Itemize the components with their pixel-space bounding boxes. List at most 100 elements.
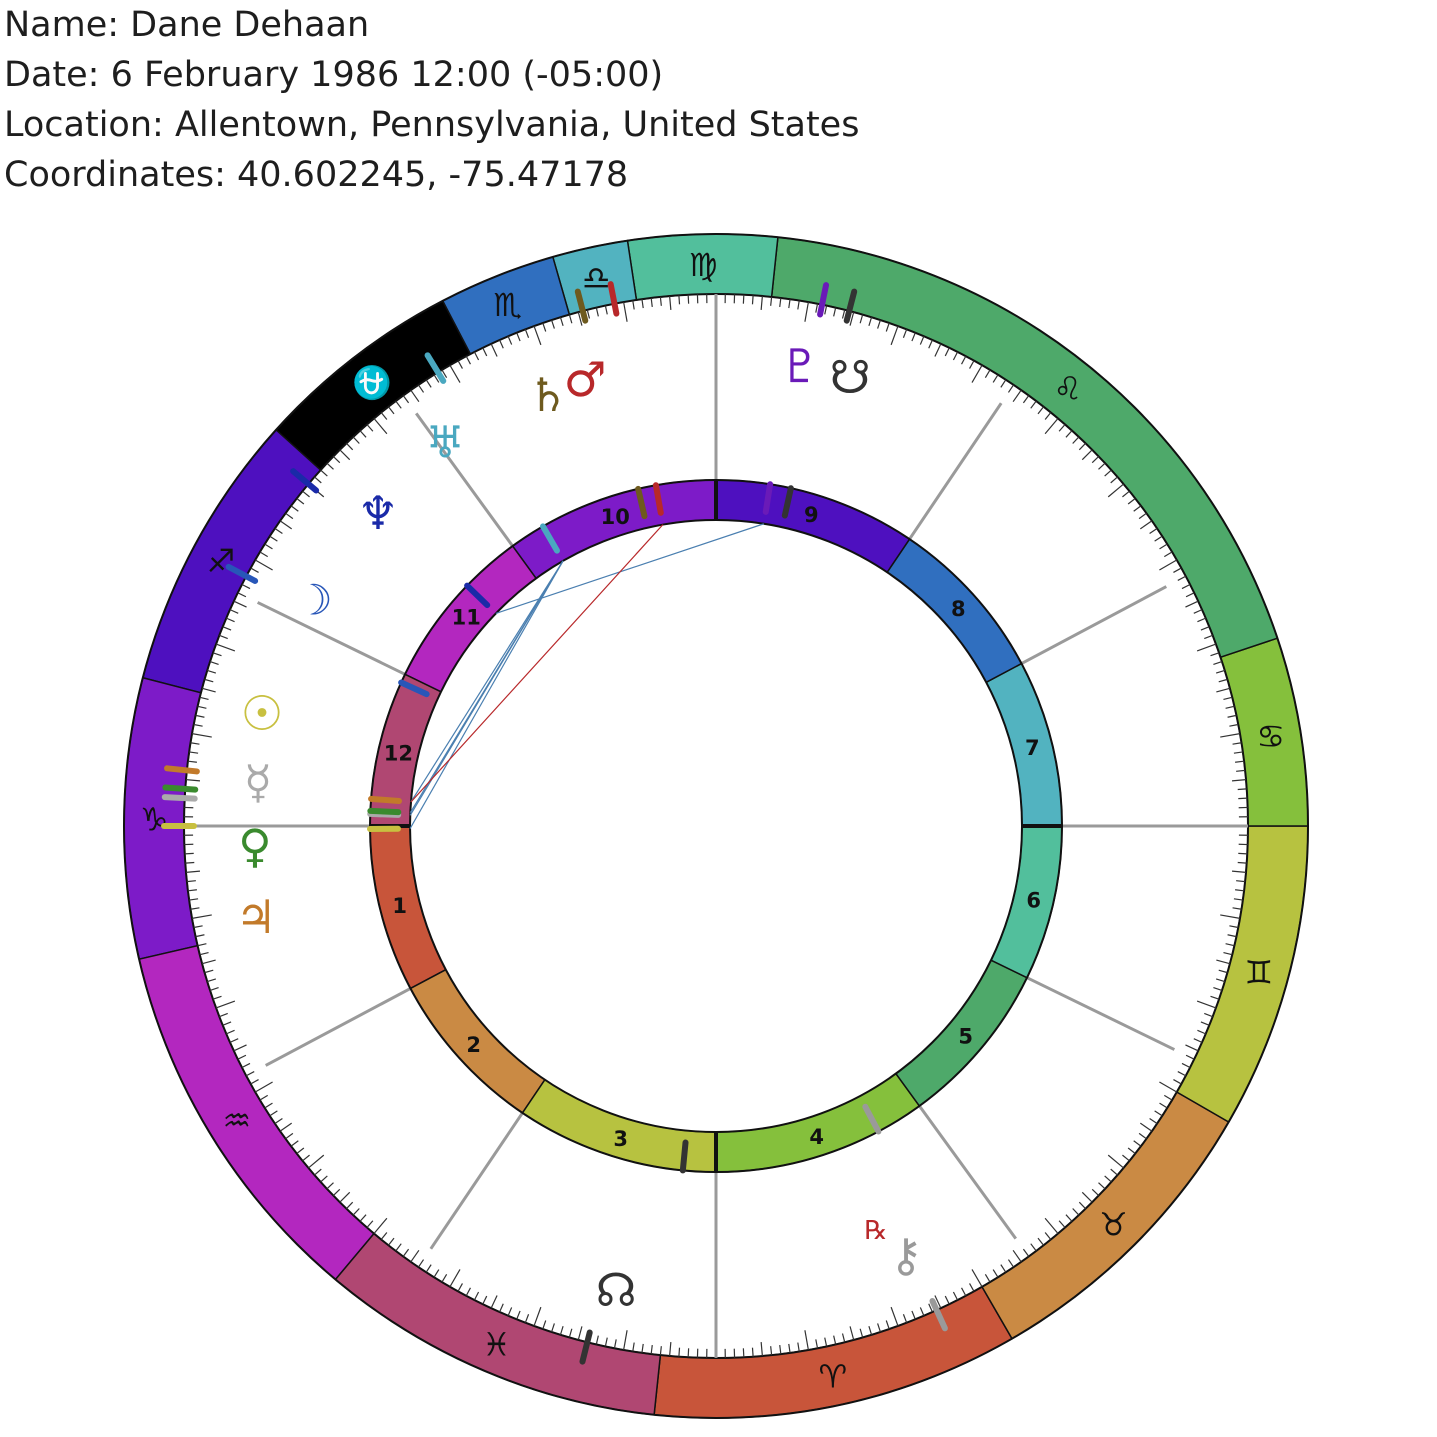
- degree-tick: [669, 1341, 672, 1357]
- degree-tick: [1000, 1264, 1007, 1273]
- house-cusp-line: [264, 987, 412, 1067]
- degree-tick: [212, 652, 222, 657]
- degree-tick: [911, 332, 916, 342]
- degree-tick: [191, 733, 212, 738]
- degree-tick: [577, 1326, 583, 1341]
- uranus-icon: ♅: [425, 417, 464, 468]
- degree-tick: [201, 687, 216, 693]
- degree-tick: [779, 297, 782, 307]
- degree-tick: [201, 959, 216, 965]
- degree-tick: [1159, 543, 1168, 550]
- degree-tick: [425, 379, 432, 388]
- degree-tick: [226, 617, 235, 623]
- degree-tick: [302, 490, 310, 498]
- degree-tick: [1154, 1110, 1163, 1117]
- degree-tick: [359, 430, 367, 438]
- degree-tick: [482, 1295, 488, 1305]
- degree-tick: [441, 1273, 448, 1283]
- degree-tick: [1197, 617, 1206, 623]
- degree-tick: [804, 301, 809, 322]
- degree-tick: [928, 1303, 933, 1313]
- degree-tick: [1227, 934, 1237, 938]
- degree-tick: [1138, 1132, 1147, 1140]
- degree-tick: [919, 336, 925, 345]
- degree-tick: [1163, 551, 1173, 558]
- degree-tick: [1200, 626, 1210, 631]
- neptune-icon: ♆: [357, 486, 398, 540]
- degree-tick: [1104, 1175, 1112, 1183]
- degree-tick: [650, 297, 653, 307]
- degree-tick: [373, 418, 388, 435]
- degree-tick: [604, 305, 608, 315]
- degree-tick: [207, 978, 217, 983]
- mercury-icon: ☿: [244, 755, 272, 809]
- degree-tick: [760, 1341, 763, 1357]
- degree-tick: [516, 332, 521, 342]
- degree-tick: [678, 1347, 681, 1357]
- degree-tick: [339, 1191, 351, 1203]
- degree-tick: [877, 319, 881, 329]
- degree-tick: [1218, 678, 1228, 683]
- degree-tick: [290, 505, 299, 512]
- degree-tick: [296, 497, 305, 505]
- venus-house-marker: [367, 807, 402, 816]
- degree-tick: [902, 1314, 908, 1323]
- degree-tick: [1139, 1122, 1153, 1132]
- house-number-9: 9: [804, 503, 819, 527]
- degree-tick: [524, 329, 530, 338]
- degree-tick: [387, 406, 395, 415]
- degree-tick: [1204, 634, 1213, 640]
- degree-tick: [804, 1330, 809, 1351]
- house-number-2: 2: [466, 1033, 481, 1057]
- degree-tick: [222, 1021, 232, 1026]
- degree-tick: [1127, 497, 1136, 505]
- degree-tick: [366, 1220, 374, 1228]
- degree-tick: [1220, 914, 1241, 919]
- degree-tick: [250, 1079, 259, 1085]
- degree-tick: [418, 1259, 425, 1268]
- degree-tick: [339, 449, 351, 461]
- coordinates-line: Coordinates: 40.602245, -75.47178: [4, 155, 629, 195]
- degree-tick: [387, 1237, 395, 1246]
- degree-tick: [659, 296, 662, 306]
- degree-tick: [641, 1343, 644, 1353]
- house-number-4: 4: [809, 1125, 824, 1149]
- degree-tick: [824, 305, 828, 315]
- north-node-icon: ☊: [596, 1263, 637, 1317]
- degree-tick: [380, 412, 388, 420]
- degree-tick: [890, 1306, 899, 1327]
- degree-tick: [1139, 520, 1153, 530]
- degree-tick: [623, 301, 628, 322]
- degree-tick: [285, 512, 294, 520]
- degree-tick: [1022, 395, 1030, 404]
- degree-tick: [352, 436, 360, 444]
- degree-tick: [241, 583, 251, 590]
- degree-tick: [332, 1188, 341, 1196]
- degree-tick: [207, 669, 217, 674]
- degree-tick: [1127, 1147, 1136, 1155]
- degree-tick: [1107, 483, 1124, 498]
- degree-tick: [187, 760, 197, 763]
- degree-tick: [245, 1071, 255, 1077]
- degree-tick: [919, 1307, 925, 1316]
- degree-tick: [1177, 1071, 1187, 1077]
- degree-tick: [185, 779, 201, 782]
- degree-tick: [191, 914, 212, 919]
- degree-tick: [815, 303, 819, 313]
- degree-tick: [1159, 1102, 1168, 1109]
- degree-tick: [952, 351, 959, 361]
- sign-glyph-aquarius: ♒: [222, 1102, 251, 1140]
- degree-tick: [984, 1273, 991, 1283]
- degree-tick: [441, 369, 448, 379]
- degree-tick: [395, 400, 402, 409]
- degree-tick: [595, 1335, 599, 1345]
- degree-tick: [233, 1044, 247, 1052]
- sign-glyph-sagittarius: ♐: [207, 542, 236, 580]
- degree-tick: [1231, 870, 1247, 873]
- degree-tick: [952, 1291, 959, 1301]
- degree-tick: [279, 1122, 293, 1132]
- degree-tick: [1197, 1029, 1206, 1035]
- degree-tick: [632, 300, 635, 310]
- house-number-11: 11: [452, 605, 481, 629]
- degree-tick: [433, 1269, 440, 1278]
